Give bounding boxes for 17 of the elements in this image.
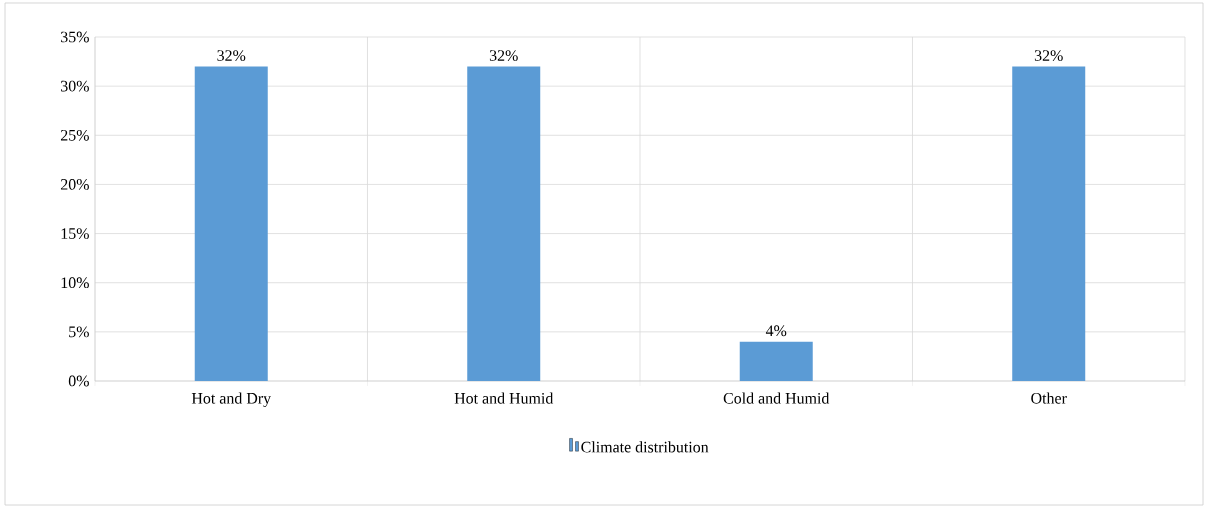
x-tick-label: Cold and Humid [723, 392, 830, 404]
y-tick-label: 20% [60, 179, 89, 190]
y-tick-label: 0% [68, 375, 89, 387]
y-tick-label: 30% [61, 80, 89, 92]
x-tick-label: Hot and Humid [454, 392, 554, 404]
legend-label: Climate distribution [581, 441, 709, 453]
y-tick-label: 35% [61, 31, 89, 43]
data-label: 32% [1034, 50, 1063, 61]
data-label: 32% [217, 50, 246, 61]
y-tick-label: 25% [60, 129, 89, 141]
y-tick-label: 5% [69, 326, 89, 338]
y-tick-label: 15% [61, 228, 89, 239]
data-label: 32% [489, 50, 518, 61]
x-tick-label: Other [1031, 392, 1067, 404]
y-tick-label: 10% [61, 277, 89, 289]
data-label: 4% [765, 325, 787, 337]
x-tick-label: Hot and Dry [191, 392, 272, 407]
